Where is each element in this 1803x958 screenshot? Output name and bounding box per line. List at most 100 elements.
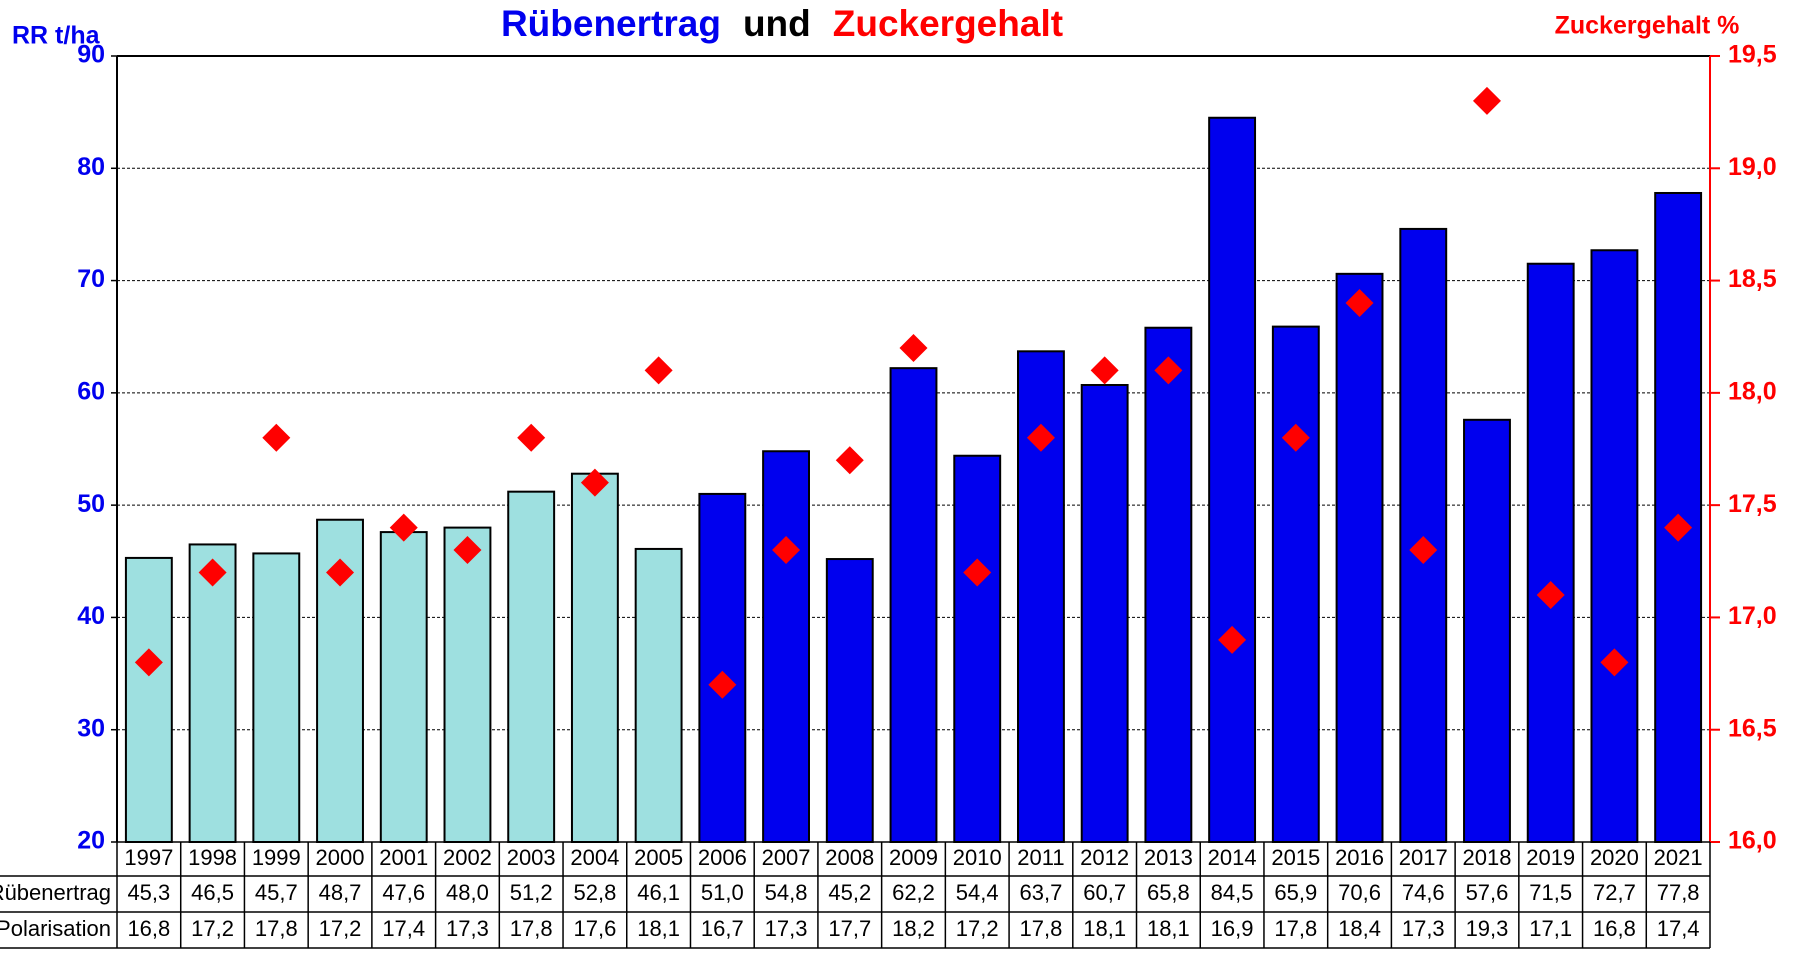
diamond-marker [1536,580,1565,609]
title-part: Rübenertrag [501,3,721,44]
x-tick-label: 2008 [825,845,874,870]
table-cell: 84,5 [1211,880,1254,905]
bar [1335,272,1384,843]
y2-tick-label: 18,0 [1728,377,1777,405]
bar [1526,262,1575,843]
y-tick-label: 20 [77,827,105,855]
bar [634,547,683,843]
table-cell: 17,8 [1020,916,1063,941]
bar [507,490,556,843]
table-cell: 54,4 [956,880,999,905]
diamond-marker [1281,423,1310,452]
bar [570,472,619,843]
table-cell: 17,8 [1274,916,1317,941]
table-cell: 17,8 [255,916,298,941]
bar [1271,325,1320,843]
diamond-marker [772,536,801,565]
diamond-marker [644,356,673,385]
y-tick-label: 40 [77,602,105,630]
table-cell: 17,3 [1402,916,1445,941]
bar [698,492,747,843]
table-cell: 17,3 [446,916,489,941]
table-cell: 17,3 [765,916,808,941]
title-part: Zuckergehalt [833,3,1063,44]
table-cell: 65,9 [1274,880,1317,905]
table-cell: 18,1 [1083,916,1126,941]
diamond-marker [134,648,163,677]
y-tick-label: 50 [77,490,105,518]
table-cell: 74,6 [1402,880,1445,905]
bar [1080,383,1129,843]
table-cell: 17,2 [956,916,999,941]
x-tick-label: 2000 [316,845,365,870]
chart-title: Rübenertrag und Zuckergehalt [501,3,1063,44]
x-tick-label: 2020 [1590,845,1639,870]
table-cell: 45,2 [828,880,871,905]
title-part: und [743,3,811,44]
table-cell: 17,2 [319,916,362,941]
table-cell: 46,5 [191,880,234,905]
y2-tick-label: 17,0 [1728,602,1777,630]
bar [889,367,938,843]
bar [1463,418,1511,843]
x-tick-label: 1998 [188,845,237,870]
table-cell: 48,7 [319,880,362,905]
table-cell: 16,7 [701,916,744,941]
table-cell: 18,2 [892,916,935,941]
table-cell: 16,8 [1593,916,1636,941]
y2-tick-label: 18,5 [1728,265,1777,293]
x-tick-label: 2013 [1144,845,1193,870]
diamond-marker [899,333,928,362]
bar [1144,326,1193,843]
x-tick-label: 2018 [1463,845,1512,870]
table-cell: 71,5 [1529,880,1572,905]
bar [252,552,301,843]
diamond-marker [1345,289,1374,318]
table-cell: 48,0 [446,880,489,905]
y2-tick-label: 19,5 [1728,41,1777,69]
y2-axis-label: Zuckergehalt % [1555,12,1740,40]
x-tick-label: 1999 [252,845,301,870]
table-cell: 52,8 [573,880,616,905]
diamond-marker [835,446,864,475]
table-cell: 65,8 [1147,880,1190,905]
x-tick-label: 2007 [762,845,811,870]
table-cell: 16,8 [127,916,170,941]
x-tick-label: 2005 [634,845,683,870]
bar [825,558,874,843]
table-cell: 18,1 [637,916,680,941]
diamond-marker [963,558,992,587]
table-cell: 17,4 [382,916,425,941]
diamond-marker [1090,356,1119,385]
table-cell: 77,8 [1657,880,1700,905]
table-row-label: Polarisation [0,916,111,941]
y-tick-label: 30 [77,714,105,742]
table-cell: 57,6 [1466,880,1509,905]
bar [953,454,1002,843]
y2-tick-label: 19,0 [1728,153,1777,181]
bar [1399,227,1448,844]
diamond-marker [326,558,355,587]
bar [762,450,810,843]
table-cell: 45,7 [255,880,298,905]
table-cell: 17,2 [191,916,234,941]
table-cell: 62,2 [892,880,935,905]
y2-tick-label: 16,0 [1728,827,1777,855]
x-tick-label: 1997 [124,845,173,870]
y-tick-label: 70 [77,265,105,293]
bar [188,543,237,843]
table-cell: 70,6 [1338,880,1381,905]
x-tick-label: 2006 [698,845,747,870]
table-cell: 17,4 [1657,916,1700,941]
diamond-marker [517,423,546,452]
x-tick-label: 2012 [1080,845,1129,870]
table-cell: 17,8 [510,916,553,941]
diamond-marker [1600,648,1629,677]
y-tick-label: 90 [77,41,105,69]
table-row-label: Rübenertrag [0,880,111,905]
bar [1590,249,1639,844]
x-tick-label: 2021 [1654,845,1703,870]
y-axis-label: RR t/ha [12,22,101,50]
x-tick-label: 2001 [379,845,428,870]
diamond-marker [262,423,291,452]
